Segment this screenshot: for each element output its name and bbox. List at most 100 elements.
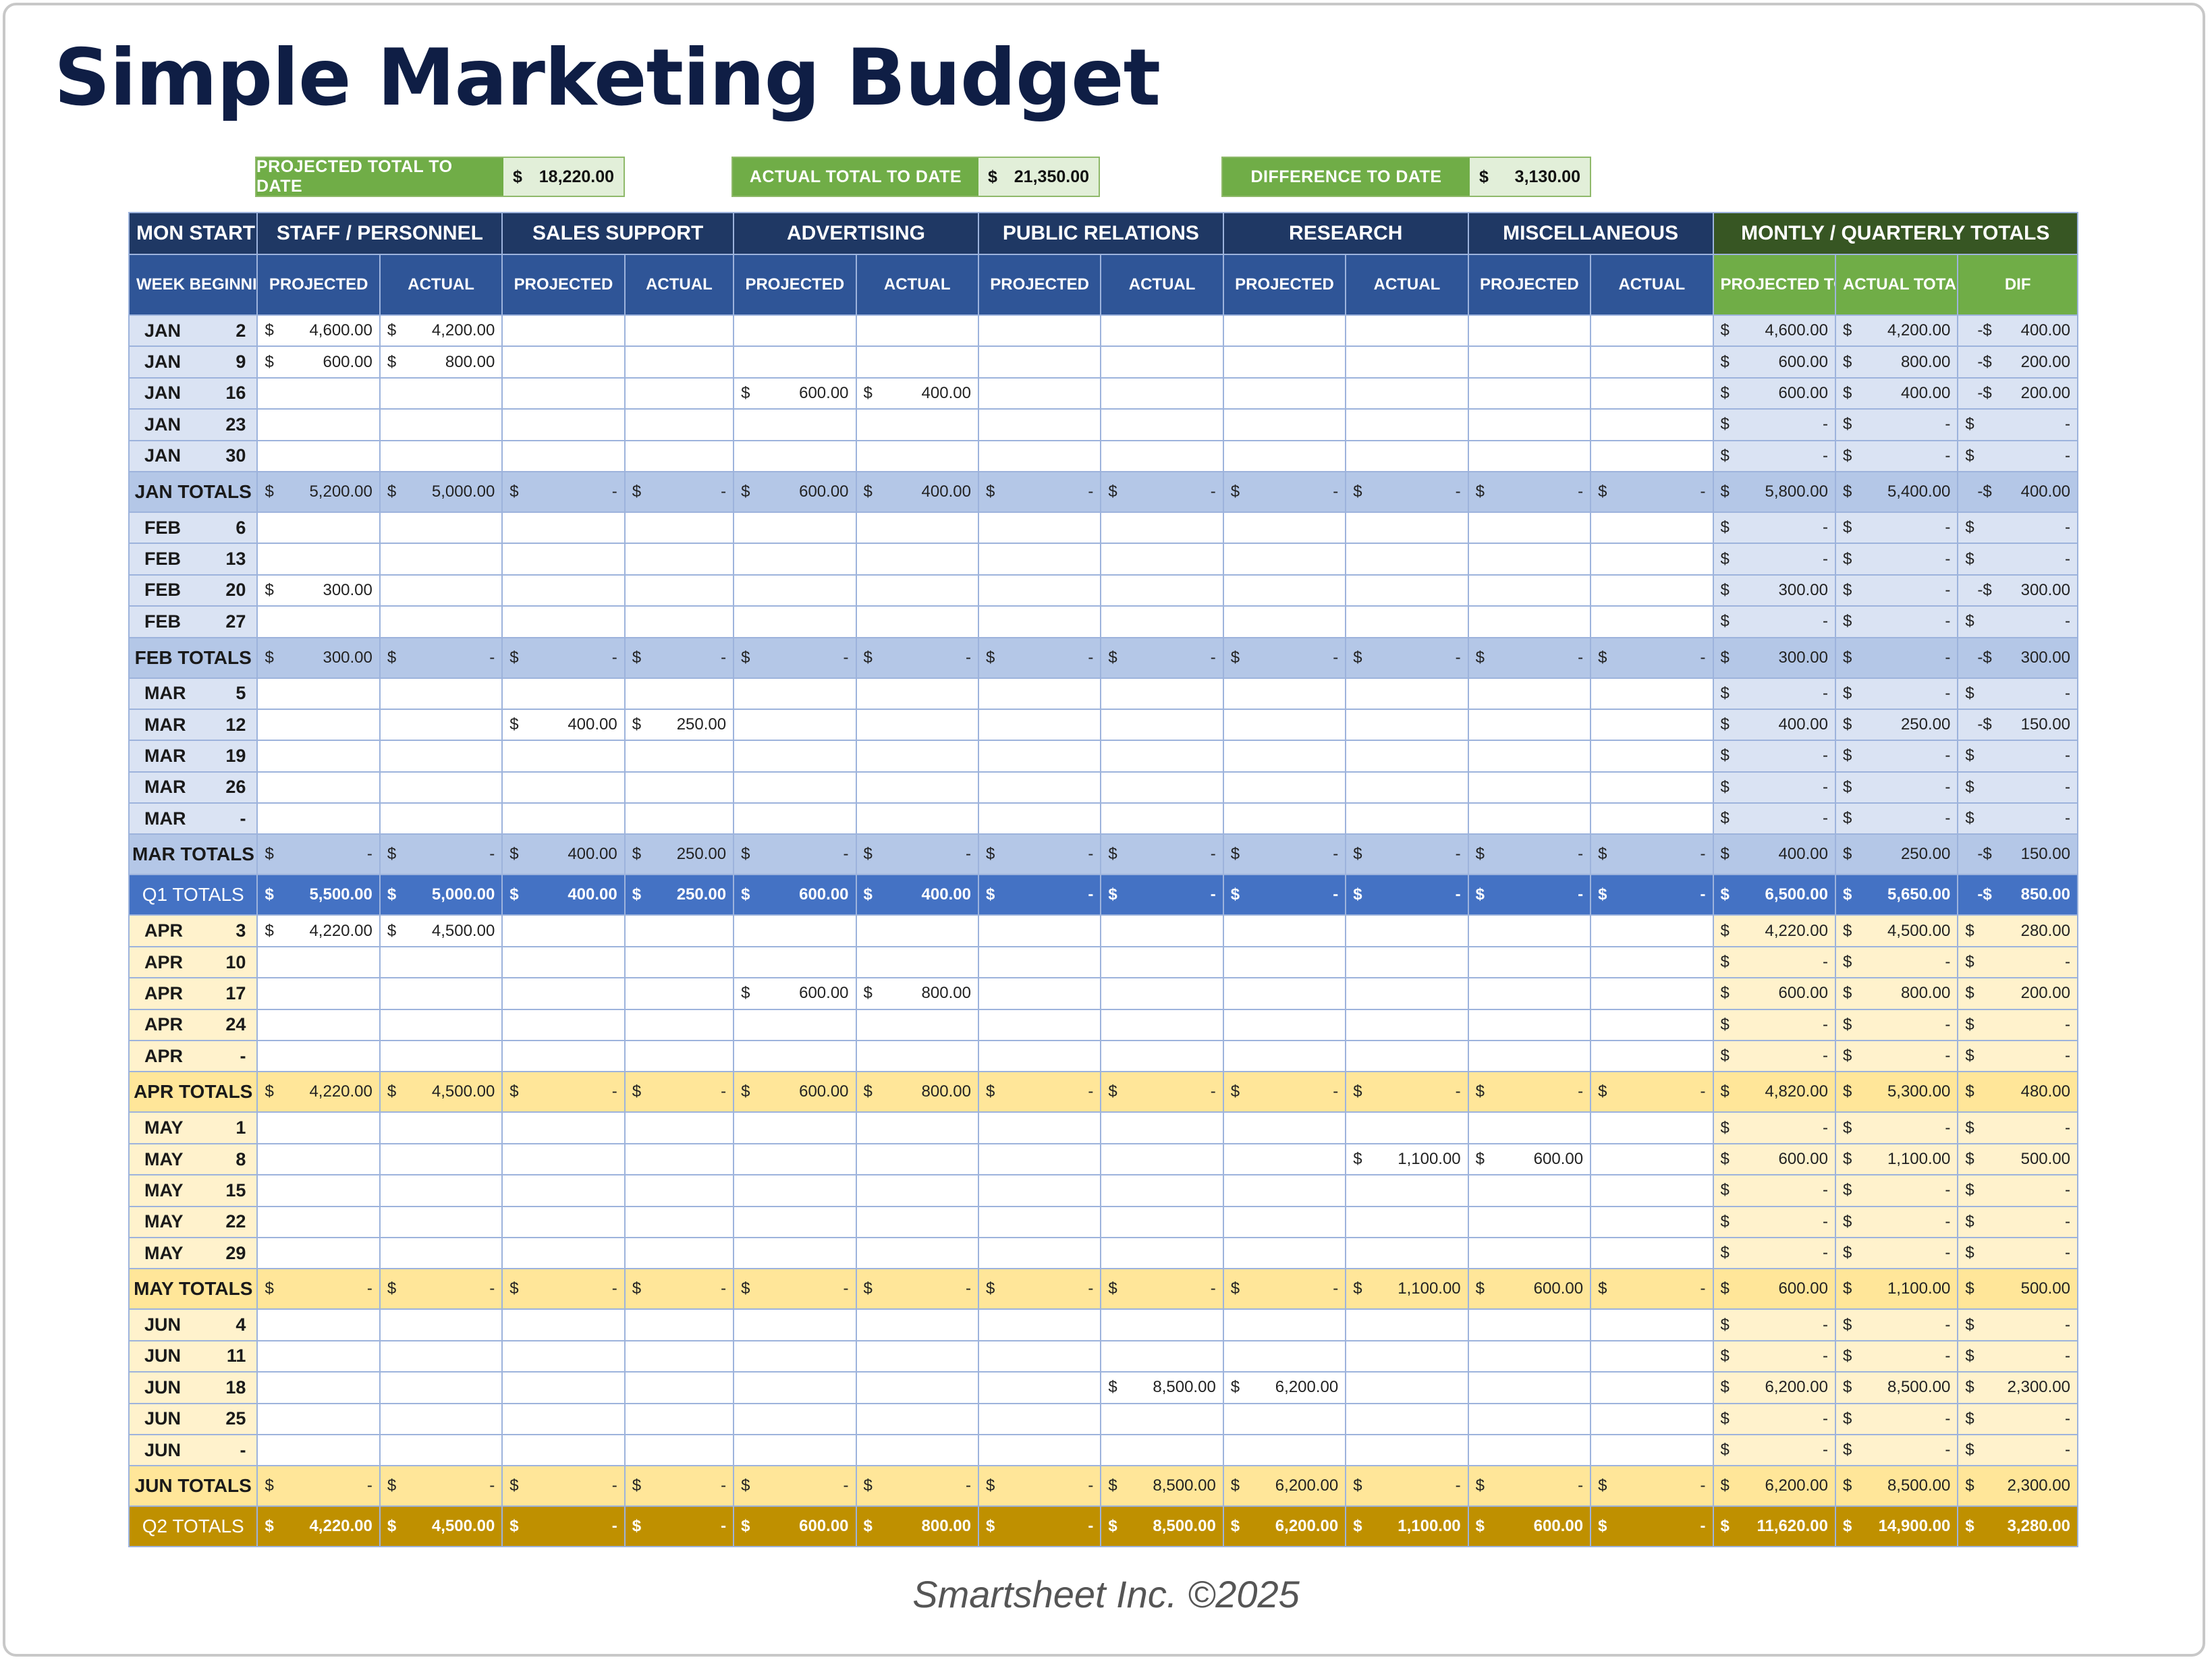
amount-cell[interactable]: $ -	[1345, 833, 1469, 876]
amount-cell[interactable]	[501, 1371, 626, 1404]
amount-cell[interactable]	[977, 345, 1102, 379]
amount-cell[interactable]: $ -	[1712, 740, 1836, 773]
amount-cell[interactable]	[256, 945, 381, 979]
amount-cell[interactable]: $ -	[1834, 439, 1959, 472]
amount-cell[interactable]: $ -	[501, 1268, 626, 1310]
amount-cell[interactable]	[501, 802, 626, 835]
amount-cell[interactable]: $ -	[624, 1505, 735, 1548]
amount-cell[interactable]	[256, 740, 381, 773]
amount-cell[interactable]	[1222, 771, 1347, 804]
amount-cell[interactable]	[379, 1008, 503, 1042]
amount-cell[interactable]: $ -	[855, 636, 979, 679]
amount-cell[interactable]: $400.00	[1712, 708, 1836, 742]
amount-cell[interactable]	[1345, 605, 1469, 638]
amount-cell[interactable]: $ -	[1222, 470, 1347, 513]
amount-cell[interactable]	[501, 377, 626, 410]
amount-cell[interactable]	[379, 771, 503, 804]
amount-cell[interactable]: $ -	[1712, 1111, 1836, 1144]
amount-cell[interactable]	[733, 574, 857, 607]
amount-cell[interactable]: $8,500.00	[1100, 1465, 1224, 1507]
amount-cell[interactable]	[501, 605, 626, 638]
amount-cell[interactable]: $8,500.00	[1834, 1465, 1959, 1507]
amount-cell[interactable]	[1345, 543, 1469, 576]
amount-cell[interactable]	[855, 740, 979, 773]
amount-cell[interactable]: $ -	[1834, 1308, 1959, 1341]
amount-cell[interactable]: $800.00	[1834, 345, 1959, 379]
amount-cell[interactable]	[977, 977, 1102, 1010]
amount-cell[interactable]	[1467, 1236, 1592, 1270]
amount-cell[interactable]: $ -	[855, 833, 979, 876]
amount-cell[interactable]	[1100, 1402, 1224, 1435]
amount-cell[interactable]: $ -	[1712, 771, 1836, 804]
amount-cell[interactable]: $6,200.00	[1222, 1465, 1347, 1507]
amount-cell[interactable]	[624, 408, 735, 441]
amount-cell[interactable]: $600.00	[1467, 1268, 1592, 1310]
amount-cell[interactable]	[1100, 543, 1224, 576]
amount-cell[interactable]: $ -	[1590, 1465, 1714, 1507]
amount-cell[interactable]	[379, 740, 503, 773]
amount-cell[interactable]	[624, 945, 735, 979]
amount-cell[interactable]	[1345, 1339, 1469, 1373]
amount-cell[interactable]: $ -	[624, 1465, 735, 1507]
amount-cell[interactable]: $ -	[977, 1071, 1102, 1113]
amount-cell[interactable]	[501, 314, 626, 348]
amount-cell[interactable]	[1222, 511, 1347, 545]
amount-cell[interactable]	[379, 511, 503, 545]
amount-cell[interactable]	[256, 1174, 381, 1207]
amount-cell[interactable]: $5,200.00	[256, 470, 381, 513]
amount-cell[interactable]	[733, 605, 857, 638]
amount-cell[interactable]	[1345, 1008, 1469, 1042]
amount-cell[interactable]	[1467, 977, 1592, 1010]
amount-cell[interactable]: $ -	[501, 1465, 626, 1507]
amount-cell[interactable]	[1100, 314, 1224, 348]
amount-cell[interactable]	[1222, 1236, 1347, 1270]
amount-cell[interactable]	[379, 1402, 503, 1435]
amount-cell[interactable]	[379, 977, 503, 1010]
amount-cell[interactable]: $ -	[256, 1465, 381, 1507]
amount-cell[interactable]	[733, 439, 857, 472]
amount-cell[interactable]: $ -	[1957, 1236, 2078, 1270]
amount-cell[interactable]	[1100, 1433, 1224, 1467]
amount-cell[interactable]	[256, 605, 381, 638]
amount-cell[interactable]	[1222, 740, 1347, 773]
amount-cell[interactable]	[1590, 1205, 1714, 1238]
amount-cell[interactable]: $600.00	[1712, 1268, 1836, 1310]
amount-cell[interactable]	[1345, 740, 1469, 773]
amount-cell[interactable]: $4,600.00	[256, 314, 381, 348]
amount-cell[interactable]: $ -	[1467, 1071, 1592, 1113]
amount-cell[interactable]	[624, 1402, 735, 1435]
amount-cell[interactable]: -$ 200.00	[1957, 377, 2078, 410]
amount-cell[interactable]	[733, 1111, 857, 1144]
amount-cell[interactable]: $ -	[1957, 1308, 2078, 1341]
amount-cell[interactable]	[1222, 1008, 1347, 1042]
amount-cell[interactable]	[1345, 439, 1469, 472]
amount-cell[interactable]	[1100, 1142, 1224, 1176]
amount-cell[interactable]	[1467, 771, 1592, 804]
amount-cell[interactable]: $4,220.00	[1712, 914, 1836, 947]
amount-cell[interactable]	[624, 914, 735, 947]
amount-cell[interactable]	[855, 1371, 979, 1404]
amount-cell[interactable]	[1467, 377, 1592, 410]
amount-cell[interactable]	[1590, 740, 1714, 773]
amount-cell[interactable]	[1467, 314, 1592, 348]
amount-cell[interactable]	[1222, 1308, 1347, 1341]
amount-cell[interactable]	[1100, 1008, 1224, 1042]
amount-cell[interactable]: $ -	[379, 636, 503, 679]
amount-cell[interactable]: $600.00	[733, 977, 857, 1010]
amount-cell[interactable]	[1222, 802, 1347, 835]
amount-cell[interactable]	[1345, 1308, 1469, 1341]
amount-cell[interactable]	[1467, 1008, 1592, 1042]
amount-cell[interactable]	[1590, 1339, 1714, 1373]
amount-cell[interactable]	[624, 1008, 735, 1042]
amount-cell[interactable]	[1467, 708, 1592, 742]
amount-cell[interactable]: $4,500.00	[379, 1505, 503, 1548]
amount-cell[interactable]	[379, 677, 503, 710]
amount-cell[interactable]	[379, 1040, 503, 1073]
amount-cell[interactable]: $ -	[1712, 1040, 1836, 1073]
amount-cell[interactable]	[1222, 977, 1347, 1010]
amount-cell[interactable]: $600.00	[733, 1505, 857, 1548]
amount-cell[interactable]	[1590, 511, 1714, 545]
amount-cell[interactable]: $ -	[1834, 740, 1959, 773]
amount-cell[interactable]	[733, 543, 857, 576]
amount-cell[interactable]	[1345, 708, 1469, 742]
